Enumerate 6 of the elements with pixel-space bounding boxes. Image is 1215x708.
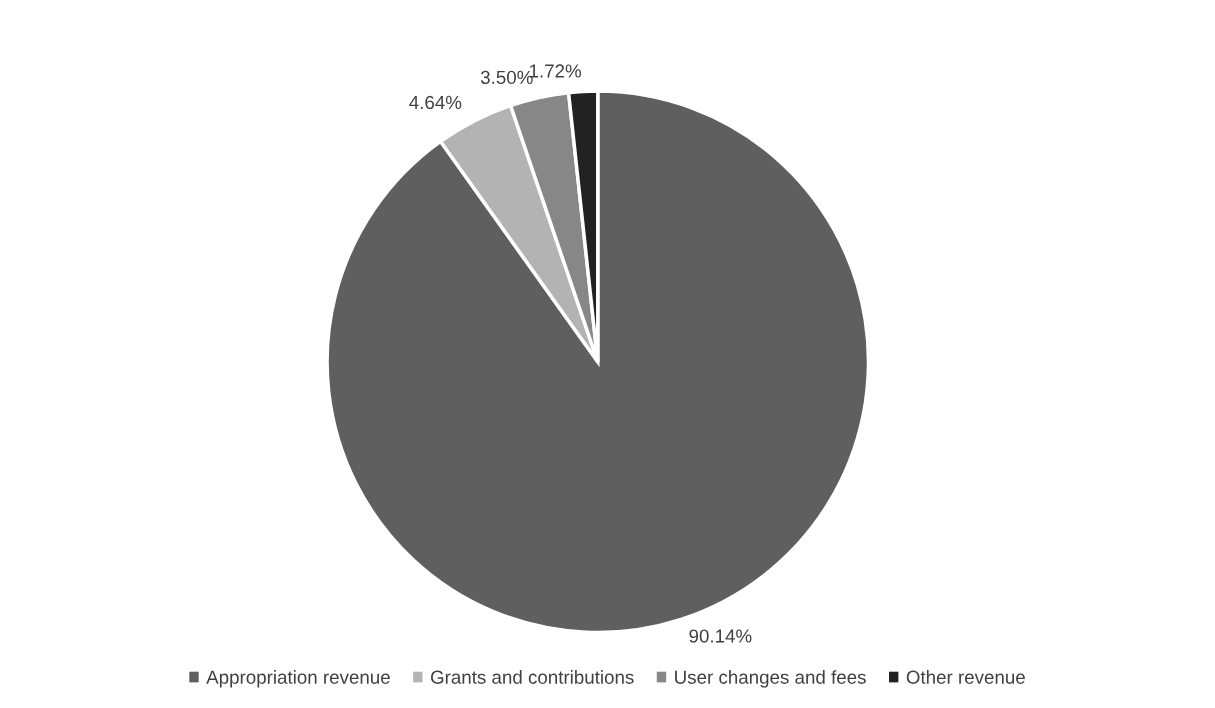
data-label: 90.14% — [689, 629, 752, 643]
legend-label: Grants and contributions — [430, 670, 634, 684]
legend-label: Appropriation revenue — [206, 670, 390, 688]
data-label: 4.64% — [409, 95, 462, 110]
legend-label: Other revenue — [906, 670, 1025, 684]
legend-label: User changes and fees — [675, 670, 866, 688]
